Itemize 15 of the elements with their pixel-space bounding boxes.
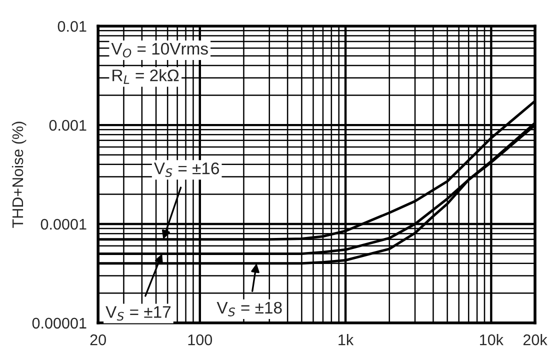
x-tick-label: 20: [90, 334, 106, 346]
annotation: V$_{S}$ = ±17: [106, 306, 171, 321]
annotation: V$_{S}$ = ±16: [154, 162, 219, 178]
x-tick-label: 10k: [480, 334, 504, 346]
x-tick-label: 20k: [523, 334, 548, 346]
y-axis-title: THD+Noise (%): [12, 122, 26, 228]
x-tick-label: 100: [188, 334, 212, 346]
y-tick-label: 0.00001: [32, 318, 86, 329]
annotation: V$_{S}$ = ±18: [216, 302, 282, 316]
y-tick-label: 0.01: [58, 21, 86, 32]
y-tick-label: 0.0001: [40, 218, 86, 230]
y-tick-label: 0.001: [49, 120, 86, 131]
x-tick-label: 1k: [338, 334, 354, 346]
annotation: R$_{L}$ = 2kΩ: [112, 69, 179, 84]
annotation: V$_{O}$ = 10Vrms: [111, 42, 208, 58]
